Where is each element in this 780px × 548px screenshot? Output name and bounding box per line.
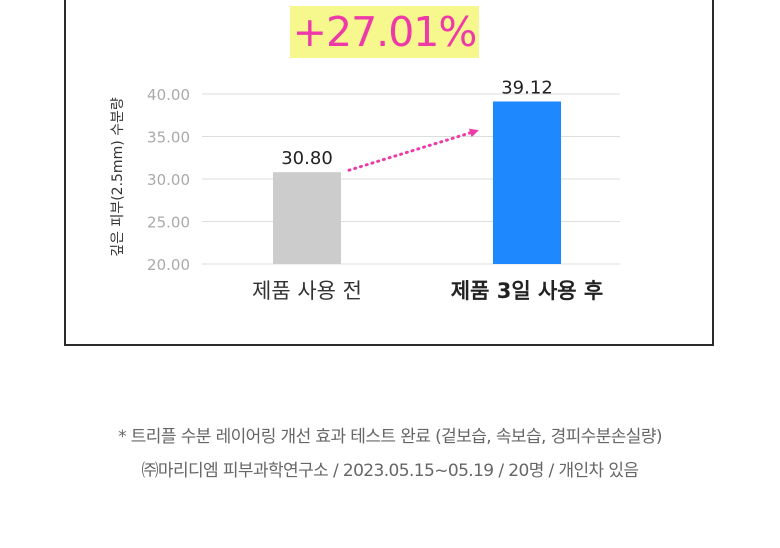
category-label: 제품 사용 전: [252, 279, 362, 303]
y-tick-label: 30.00: [147, 171, 190, 189]
trend-arrow: [347, 128, 479, 172]
category-label: 제품 3일 사용 후: [451, 279, 603, 303]
y-tick-label: 40.00: [147, 86, 190, 104]
bar-before: [273, 172, 341, 264]
y-axis-label: 깊은 피부(2.5mm) 수분량: [110, 97, 126, 257]
footnote-test: * 트리플 수분 레이어링 개선 효과 테스트 완료 (겉보습, 속보습, 경피…: [118, 427, 662, 447]
value-label: 39.12: [501, 77, 553, 98]
value-label: 30.80: [281, 148, 333, 169]
y-tick-label: 20.00: [147, 256, 190, 274]
footnote-source: ㈜마리디엠 피부과학연구소 / 2023.05.15~05.19 / 20명 /…: [141, 461, 640, 481]
highlight-box: [290, 6, 479, 58]
y-tick-label: 35.00: [147, 129, 190, 147]
bar-after: [493, 101, 561, 264]
y-tick-label: 25.00: [147, 214, 190, 232]
percent-increase: +27.01%: [292, 7, 478, 56]
